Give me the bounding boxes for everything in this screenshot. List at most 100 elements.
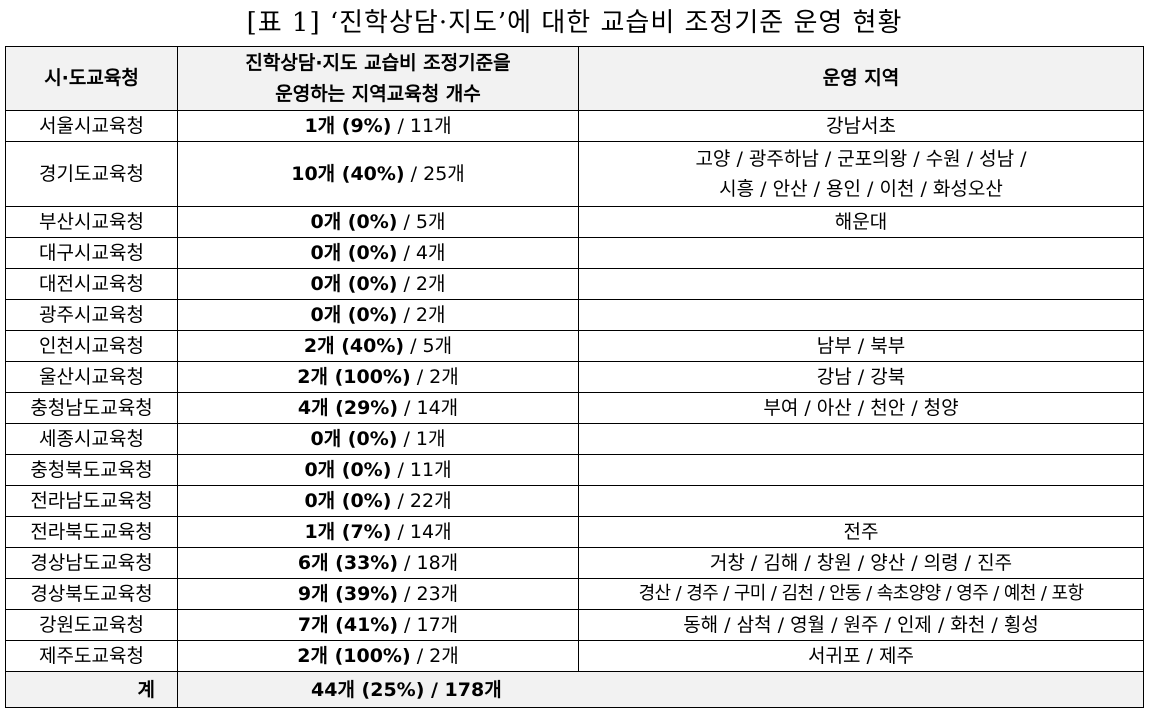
region-line: 부여 / 아산 / 천안 / 청양 (763, 397, 959, 419)
count-bold: 0개 (0%) (310, 304, 398, 326)
table-row: 부산시교육청 0개 (0%) / 5개 해운대 (5, 206, 1144, 238)
table-row: 강원도교육청 7개 (41%) / 17개 동해 / 삼척 / 영월 / 원주 / … (5, 609, 1144, 641)
count-total: / 4개 (397, 242, 446, 264)
regions-cell: 거창 / 김해 / 창원 / 양산 / 의령 / 진주 (578, 547, 1144, 579)
office-cell: 광주시교육청 (5, 299, 178, 331)
total-row: 계 44개 (25%) / 178개 (5, 671, 1144, 708)
office-cell: 인천시교육청 (5, 330, 178, 362)
office-cell: 서울시교육청 (5, 110, 178, 142)
regions-cell: 고양 / 광주하남 / 군포의왕 / 수원 / 성남 / 시흥 / 안산 / 용인… (578, 141, 1144, 207)
office-cell: 대전시교육청 (5, 268, 178, 300)
count-total: / 5개 (397, 211, 446, 233)
region-line: 시흥 / 안산 / 용인 / 이천 / 화성오산 (719, 178, 1003, 200)
count-bold: 0개 (0%) (310, 242, 398, 264)
header-count: 진학상담·지도 교습비 조정기준을 운영하는 지역교육청 개수 (177, 46, 579, 111)
count-cell: 0개 (0%) / 22개 (177, 485, 579, 517)
office-cell: 충청남도교육청 (5, 392, 178, 424)
count-cell: 7개 (41%) / 17개 (177, 609, 579, 641)
count-bold: 2개 (100%) (297, 645, 411, 667)
region-line: 전주 (843, 521, 879, 543)
regions-cell: 부여 / 아산 / 천안 / 청양 (578, 392, 1144, 424)
count-total: / 5개 (404, 335, 453, 357)
count-bold: 0개 (0%) (304, 490, 392, 512)
office-cell: 세종시교육청 (5, 423, 178, 455)
region-line: 고양 / 광주하남 / 군포의왕 / 수원 / 성남 / (695, 148, 1027, 170)
table-row: 충청북도교육청 0개 (0%) / 11개 (5, 454, 1144, 486)
count-cell: 0개 (0%) / 4개 (177, 237, 579, 269)
table-row: 제주도교육청 2개 (100%) / 2개 서귀포 / 제주 (5, 640, 1144, 672)
count-cell: 4개 (29%) / 14개 (177, 392, 579, 424)
region-line: 서귀포 / 제주 (808, 645, 914, 667)
count-cell: 0개 (0%) / 1개 (177, 423, 579, 455)
count-bold: 2개 (40%) (303, 335, 405, 357)
count-bold: 0개 (0%) (304, 459, 392, 481)
count-cell: 2개 (100%) / 2개 (177, 640, 579, 672)
office-cell: 전라남도교육청 (5, 485, 178, 517)
count-total: / 2개 (397, 273, 446, 295)
count-cell: 1개 (9%) / 11개 (177, 110, 579, 142)
regions-cell: 경산 / 경주 / 구미 / 김천 / 안동 / 속초양양 / 영주 / 예천 … (578, 578, 1144, 610)
count-bold: 0개 (0%) (310, 273, 398, 295)
table-title: [표 1] ‘진학상담·지도’에 대한 교습비 조정기준 운영 현황 (246, 8, 903, 38)
regions-cell: 서귀포 / 제주 (578, 640, 1144, 672)
regions-cell: 강남 / 강북 (578, 361, 1144, 393)
table-row: 울산시교육청 2개 (100%) / 2개 강남 / 강북 (5, 361, 1144, 393)
region-line: 동해 / 삼척 / 영월 / 원주 / 인제 / 화천 / 횡성 (683, 614, 1039, 636)
header-row: 시·도교육청 진학상담·지도 교습비 조정기준을 운영하는 지역교육청 개수 운… (5, 46, 1144, 111)
table-row: 경기도교육청 10개 (40%) / 25개 고양 / 광주하남 / 군포의왕 / … (5, 141, 1144, 207)
office-cell: 부산시교육청 (5, 206, 178, 238)
office-cell: 경상북도교육청 (5, 578, 178, 610)
regions-cell (578, 237, 1144, 269)
count-bold: 4개 (29%) (297, 397, 399, 419)
count-total: / 17개 (398, 614, 459, 636)
count-total: / 11개 (391, 459, 452, 481)
table-row: 경상북도교육청 9개 (39%) / 23개 경산 / 경주 / 구미 / 김천 /… (5, 578, 1144, 610)
count-bold: 6개 (33%) (297, 552, 399, 574)
regions-cell (578, 268, 1144, 300)
count-total: / 2개 (410, 366, 459, 388)
table-row: 충청남도교육청 4개 (29%) / 14개 부여 / 아산 / 천안 / 청양 (5, 392, 1144, 424)
regions-cell: 남부 / 북부 (578, 330, 1144, 362)
total-value: 44개 (25%) / 178개 (177, 671, 1144, 708)
count-cell: 0개 (0%) / 2개 (177, 268, 579, 300)
count-cell: 6개 (33%) / 18개 (177, 547, 579, 579)
table-row: 전라남도교육청 0개 (0%) / 22개 (5, 485, 1144, 517)
region-line: 강남 / 강북 (816, 366, 906, 388)
status-table: 시·도교육청 진학상담·지도 교습비 조정기준을 운영하는 지역교육청 개수 운… (5, 46, 1144, 708)
table-row: 전라북도교육청 1개 (7%) / 14개 전주 (5, 516, 1144, 548)
regions-cell: 전주 (578, 516, 1144, 548)
count-cell: 9개 (39%) / 23개 (177, 578, 579, 610)
count-cell: 0개 (0%) / 11개 (177, 454, 579, 486)
regions-cell: 동해 / 삼척 / 영월 / 원주 / 인제 / 화천 / 횡성 (578, 609, 1144, 641)
office-cell: 제주도교육청 (5, 640, 178, 672)
regions-cell (578, 299, 1144, 331)
count-total: / 11개 (391, 115, 452, 137)
regions-cell: 해운대 (578, 206, 1144, 238)
count-total: / 22개 (391, 490, 452, 512)
count-cell: 10개 (40%) / 25개 (177, 141, 579, 207)
table-row: 대전시교육청 0개 (0%) / 2개 (5, 268, 1144, 300)
regions-cell (578, 423, 1144, 455)
table-row: 인천시교육청 2개 (40%) / 5개 남부 / 북부 (5, 330, 1144, 362)
header-count-line2: 운영하는 지역교육청 개수 (275, 82, 481, 105)
header-count-line1: 진학상담·지도 교습비 조정기준을 (245, 51, 511, 74)
office-cell: 경상남도교육청 (5, 547, 178, 579)
count-total: / 25개 (404, 163, 465, 185)
count-cell: 2개 (100%) / 2개 (177, 361, 579, 393)
total-label: 계 (5, 671, 178, 708)
count-bold: 10개 (40%) (291, 163, 405, 185)
header-office: 시·도교육청 (5, 46, 178, 111)
table-row: 세종시교육청 0개 (0%) / 1개 (5, 423, 1144, 455)
office-cell: 경기도교육청 (5, 141, 178, 207)
regions-cell (578, 485, 1144, 517)
count-total: / 14개 (398, 397, 459, 419)
count-bold: 0개 (0%) (310, 211, 398, 233)
count-cell: 2개 (40%) / 5개 (177, 330, 579, 362)
region-line: 해운대 (834, 211, 888, 233)
count-cell: 1개 (7%) / 14개 (177, 516, 579, 548)
table-row: 대구시교육청 0개 (0%) / 4개 (5, 237, 1144, 269)
table-row: 광주시교육청 0개 (0%) / 2개 (5, 299, 1144, 331)
count-total: / 1개 (397, 428, 446, 450)
region-line: 강남서초 (826, 115, 896, 137)
count-cell: 0개 (0%) / 5개 (177, 206, 579, 238)
